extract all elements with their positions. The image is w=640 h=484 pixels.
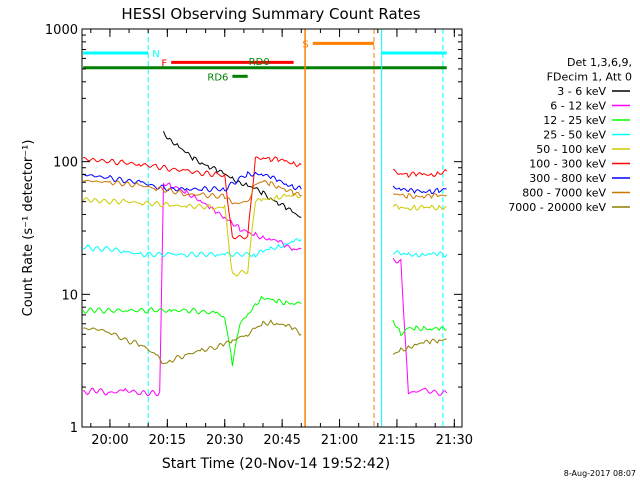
chart-title: HESSI Observing Summary Count Rates <box>121 5 420 23</box>
series-line <box>392 193 447 199</box>
series-line <box>83 238 302 258</box>
bar-label-rd0: RD0 <box>249 57 270 68</box>
legend-entry: 6 - 12 keV <box>550 100 606 113</box>
event-vlines <box>147 29 444 427</box>
series-line <box>392 185 447 195</box>
x-axis-label: Start Time (20-Nov-14 19:52:42) <box>162 456 390 472</box>
y-axis-ticks: 1 10 100 1000 <box>45 23 462 436</box>
x-tick-label: 20:15 <box>149 433 186 448</box>
footer-date: 8-Aug-2017 08:07 <box>564 469 636 478</box>
legend-entry: 300 - 800 keV <box>529 172 606 185</box>
y-tick-label: 10 <box>61 288 78 303</box>
x-tick-label: 21:30 <box>436 433 473 448</box>
series-line <box>82 156 302 240</box>
series-line <box>392 168 448 178</box>
series-line <box>392 258 448 396</box>
bar-label-f: F <box>161 58 167 69</box>
x-tick-label: 20:30 <box>206 433 243 448</box>
series-line <box>392 204 447 211</box>
y-tick-label: 100 <box>53 156 78 171</box>
legend-entry: 25 - 50 keV <box>543 129 606 142</box>
observing-bars: NFRD0RD6S <box>83 39 447 83</box>
legend-header: FDecim 1, Att 0 <box>547 71 632 84</box>
legend-entry: 50 - 100 keV <box>536 143 606 156</box>
series-line <box>82 171 302 193</box>
series-line <box>83 179 302 205</box>
bar-label-rd6: RD6 <box>207 72 228 83</box>
x-axis-ticks: 20:00 20:15 20:30 20:45 21:00 21:15 21:30 <box>90 29 473 448</box>
series-line <box>82 319 302 365</box>
y-axis-label: Count Rate (s⁻¹ detector⁻¹) <box>21 140 36 317</box>
series-line <box>82 295 302 367</box>
x-tick-label: 21:15 <box>378 433 415 448</box>
legend-entry: 12 - 25 keV <box>543 114 606 127</box>
plot-frame <box>81 28 463 428</box>
legend-entry: 100 - 300 keV <box>529 158 606 171</box>
y-tick-label: 1 <box>70 421 78 436</box>
series-line <box>392 249 448 258</box>
x-tick-label: 20:45 <box>263 433 300 448</box>
bar-label-n: N <box>152 49 159 60</box>
legend-entry: 800 - 7000 keV <box>522 187 606 200</box>
series-line <box>82 182 302 397</box>
legend: Det 1,3,6,9, FDecim 1, Att 03 - 6 keV 6 - … <box>508 56 632 214</box>
y-tick-label: 1000 <box>45 23 78 38</box>
series-line <box>82 193 302 277</box>
series-line <box>163 131 302 218</box>
series-line <box>392 338 447 355</box>
series-lines <box>82 131 448 397</box>
x-tick-label: 21:00 <box>321 433 358 448</box>
x-tick-label: 20:00 <box>91 433 128 448</box>
legend-header: Det 1,3,6,9, <box>567 56 632 69</box>
legend-entry: 3 - 6 keV <box>557 85 606 98</box>
series-line <box>392 319 447 337</box>
legend-entry: 7000 - 20000 keV <box>508 201 606 214</box>
